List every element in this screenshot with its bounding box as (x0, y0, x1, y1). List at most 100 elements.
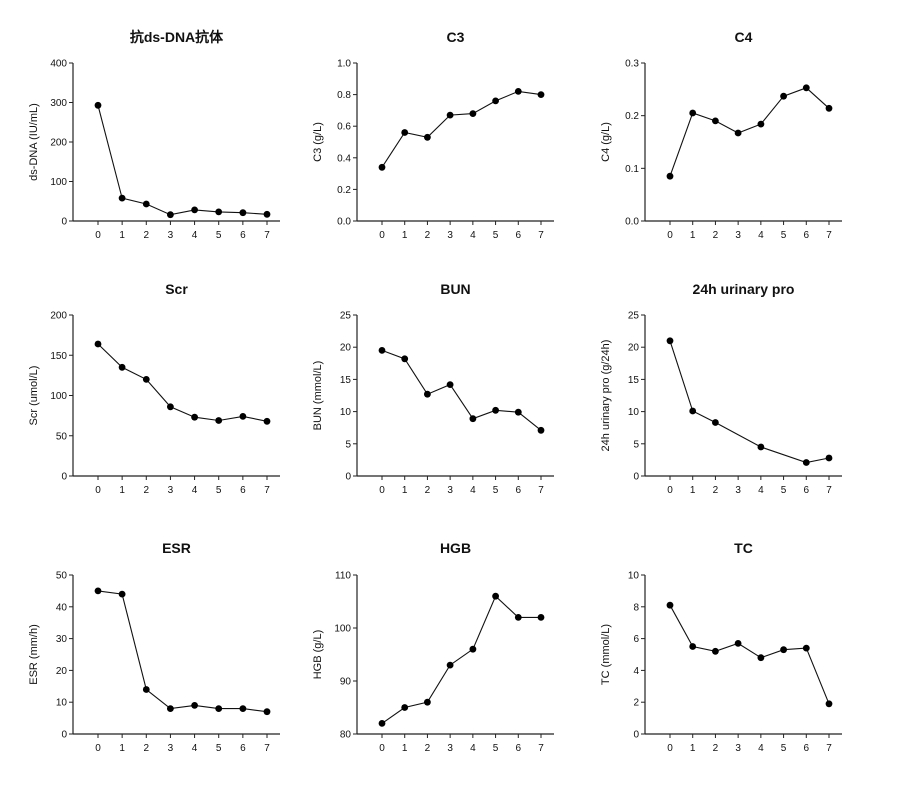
y-tick-label: 300 (50, 98, 67, 109)
x-tick-label: 5 (493, 230, 499, 241)
x-tick-label: 4 (470, 485, 476, 496)
x-tick-label: 5 (493, 743, 499, 754)
y-tick-label: 20 (56, 666, 68, 677)
series-line (97, 343, 268, 422)
data-point (446, 661, 454, 669)
data-point (514, 88, 522, 95)
y-tick-label: 10 (628, 407, 640, 418)
x-tick-label: 1 (119, 743, 125, 754)
y-tick-label: 2 (633, 698, 639, 709)
chart-title: C4 (735, 29, 753, 45)
x-tick-label: 7 (264, 230, 270, 241)
y-axis-label: ESR (mm/h) (28, 624, 40, 685)
y-tick-label: 10 (340, 407, 352, 418)
chart-panel-3: Scr 0 50 100 150 200 0 1 2 3 4 5 6 7 Scr (umol/L) (28, 281, 280, 496)
x-tick-label: 0 (95, 230, 101, 241)
y-axis-label: C3 (g/L) (312, 122, 324, 162)
data-point (514, 614, 522, 621)
y-tick-label: 25 (340, 311, 352, 322)
x-tick-label: 0 (379, 485, 385, 496)
y-tick-label: 10 (628, 571, 640, 582)
data-point (689, 109, 697, 117)
chart-panel-5: 24h urinary pro 0 5 10 15 20 25 0 1 2 3 4 5 6 7 24h uri… (600, 281, 842, 496)
x-tick-label: 2 (144, 743, 150, 754)
data-point (802, 84, 810, 92)
data-point (469, 645, 477, 653)
x-tick-label: 6 (804, 230, 810, 241)
data-point (424, 390, 431, 398)
data-point (537, 91, 545, 98)
y-axis-label: C4 (g/L) (600, 122, 612, 162)
data-point (142, 686, 150, 693)
x-tick-label: 2 (144, 230, 150, 241)
y-tick-label: 0 (633, 472, 639, 483)
x-tick-label: 1 (690, 230, 696, 241)
y-tick-label: 10 (56, 698, 68, 709)
x-tick-label: 4 (470, 743, 476, 754)
x-tick-label: 2 (425, 230, 431, 241)
y-tick-label: 0 (61, 217, 67, 228)
y-tick-label: 200 (50, 138, 67, 149)
y-tick-label: 400 (50, 59, 67, 70)
x-tick-label: 7 (264, 485, 270, 496)
data-point (94, 340, 102, 348)
y-tick-label: 0 (61, 730, 67, 741)
data-point (215, 417, 223, 424)
chart-panel-0: 抗ds-DNA抗体 0 100 200 300 400 0 1 2 3 4 5 6 7 ds-DNA (IU… (28, 29, 280, 241)
data-point (712, 419, 719, 426)
data-point (401, 129, 409, 136)
chart-title: TC (734, 540, 753, 556)
series-line (381, 90, 542, 168)
y-tick-label: 8 (633, 602, 639, 613)
y-tick-label: 50 (56, 431, 68, 442)
data-point (446, 381, 454, 388)
x-tick-label: 6 (240, 485, 246, 496)
data-point (191, 413, 199, 421)
chart-title: 抗ds-DNA抗体 (130, 29, 224, 45)
chart-panel-1: C3 0.0 0.2 0.4 0.6 0.8 1.0 0 1 2 3 4 5 6 7 C3 (g/L) (312, 29, 554, 241)
data-point (666, 172, 674, 180)
y-tick-label: 0.1 (625, 164, 639, 175)
data-point (514, 408, 522, 416)
data-point (780, 92, 787, 100)
x-tick-label: 2 (713, 743, 719, 754)
data-point (118, 363, 126, 371)
data-point (239, 209, 247, 217)
series-line (669, 87, 830, 177)
series-line (97, 105, 268, 216)
x-tick-label: 0 (95, 485, 101, 496)
series-line (97, 590, 268, 713)
chart-panel-8: TC 0 2 4 6 8 10 0 1 2 3 4 5 6 7 TC (mmol/L) (600, 540, 842, 754)
y-tick-label: 15 (340, 375, 352, 386)
x-tick-label: 1 (402, 230, 408, 241)
x-tick-label: 7 (538, 485, 544, 496)
data-point (689, 643, 697, 650)
x-tick-label: 6 (516, 743, 522, 754)
x-tick-label: 2 (713, 485, 719, 496)
data-point (378, 347, 386, 354)
data-point (757, 120, 765, 128)
data-point (118, 194, 126, 202)
data-point (689, 407, 697, 415)
series-line (669, 604, 830, 705)
x-tick-label: 6 (804, 743, 810, 754)
x-tick-label: 3 (735, 485, 741, 496)
y-tick-label: 0.4 (337, 153, 351, 164)
x-tick-label: 0 (667, 230, 673, 241)
y-tick-label: 150 (50, 351, 67, 362)
x-tick-label: 2 (144, 485, 150, 496)
x-tick-label: 5 (493, 485, 499, 496)
x-tick-label: 4 (192, 485, 198, 496)
data-point (239, 705, 247, 712)
data-point (802, 459, 810, 466)
y-tick-label: 80 (340, 730, 352, 741)
x-tick-label: 6 (804, 485, 810, 496)
y-tick-label: 30 (56, 634, 68, 645)
series-line (669, 340, 830, 464)
y-tick-label: 0.8 (337, 90, 351, 101)
x-tick-label: 3 (168, 485, 174, 496)
data-point (825, 454, 833, 462)
data-point (780, 646, 787, 654)
y-tick-label: 0.3 (625, 59, 639, 70)
data-point (712, 117, 719, 125)
